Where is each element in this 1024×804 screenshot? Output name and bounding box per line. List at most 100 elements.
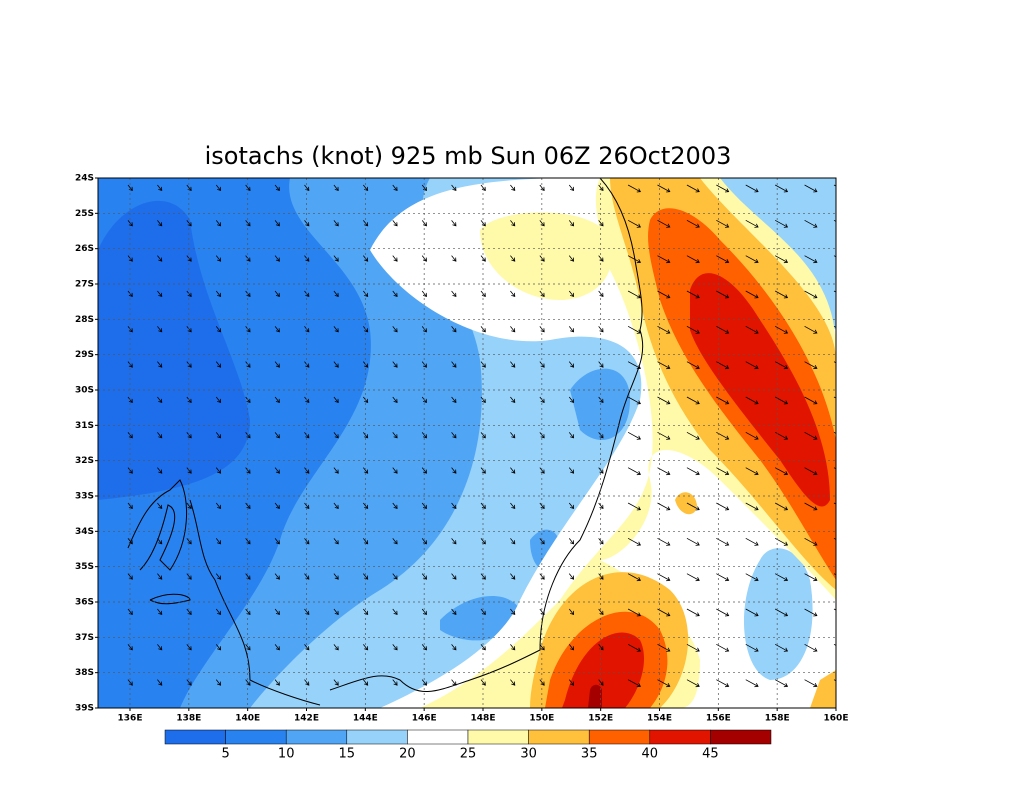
wind-arrow (392, 255, 398, 262)
wind-arrow (510, 538, 516, 545)
field-45 (588, 684, 602, 708)
wind-arrow (804, 361, 818, 370)
wind-arrow (716, 643, 730, 652)
wind-arrow (451, 255, 457, 262)
wind-arrow (215, 538, 222, 545)
wind-arrow (451, 290, 457, 298)
wind-arrow (274, 361, 280, 368)
wind-arrow (627, 608, 642, 617)
wind-arrow (274, 290, 280, 298)
wind-arrow (686, 431, 700, 440)
wind-arrow (657, 643, 671, 652)
wind-arrow (215, 502, 222, 510)
wind-arrow (716, 361, 730, 370)
grid (98, 178, 836, 708)
lat-label: 29S (75, 350, 94, 360)
wind-arrow (392, 538, 398, 545)
wind-arrow (451, 361, 457, 368)
wind-arrow (716, 255, 730, 264)
wind-arrow (539, 432, 545, 439)
wind-arrow (774, 608, 789, 617)
wind-arrow (480, 502, 486, 510)
wind-arrow (215, 326, 222, 333)
wind-arrow (363, 432, 369, 439)
wind-arrow (215, 432, 222, 439)
wind-arrow (627, 573, 642, 582)
wind-arrow (745, 361, 759, 370)
wind-arrow (774, 643, 789, 652)
wind-arrow (333, 326, 339, 333)
wind-arrow (451, 396, 457, 404)
wind-arrow (627, 467, 642, 476)
wind-arrow (510, 184, 516, 192)
wind-arrow (627, 219, 642, 228)
lon-label: 148E (471, 714, 496, 724)
lat-label: 28S (75, 315, 94, 325)
wind-arrow (568, 608, 575, 616)
wind-arrow (451, 608, 457, 616)
wind-arrow (480, 432, 486, 439)
wind-arrow (598, 432, 604, 439)
colorbar-label: 30 (520, 747, 537, 762)
wind-arrow (451, 220, 457, 227)
wind-arrow (568, 538, 575, 545)
lon-label: 142E (294, 714, 319, 724)
wind-arrow (568, 396, 575, 404)
field-5 (98, 200, 250, 500)
colorbar-label: 35 (581, 747, 598, 762)
wind-arrow (392, 220, 398, 227)
lat-label: 38S (75, 668, 94, 678)
wind-arrow (157, 538, 163, 545)
wind-arrow (568, 432, 575, 439)
wind-arrow (568, 326, 575, 333)
wind-arrow (657, 290, 671, 299)
wind-arrow (627, 396, 642, 405)
wind-arrow (157, 396, 163, 404)
colorbar-box (467, 729, 529, 745)
wind-arrow (451, 184, 457, 192)
lat-label: 25S (75, 209, 94, 219)
wind-arrow (451, 467, 457, 474)
wind-arrow (804, 467, 818, 476)
wind-arrow (127, 432, 133, 439)
wind-arrow (392, 573, 398, 580)
wind-arrow (333, 432, 339, 439)
lat-label: 34S (75, 527, 94, 537)
colorbar-box (649, 729, 711, 745)
lat-label: 26S (75, 244, 94, 254)
wind-vectors (127, 184, 836, 688)
wind-arrow (627, 431, 642, 440)
wind-arrow (333, 255, 339, 262)
wind-arrow (686, 502, 700, 511)
wind-arrow (745, 573, 759, 582)
lat-label: 24S (75, 174, 94, 184)
wind-arrow (157, 502, 163, 510)
field-15-east (743, 178, 836, 680)
wind-arrow (333, 608, 339, 616)
wind-arrow (716, 219, 730, 228)
wind-arrow (157, 361, 163, 368)
wind-arrow (510, 644, 516, 651)
wind-arrow (716, 290, 730, 299)
wind-arrow (804, 184, 818, 193)
lon-label: 154E (647, 714, 672, 724)
wind-arrow (568, 220, 575, 227)
wind-arrow (627, 537, 642, 546)
wind-arrow (392, 467, 398, 474)
lat-label: 33S (75, 492, 94, 502)
wind-arrow (510, 396, 516, 404)
wind-arrow (215, 644, 222, 651)
wind-arrow (333, 290, 339, 298)
wind-arrow (598, 502, 604, 510)
wind-arrow (745, 467, 759, 476)
wind-arrow (333, 467, 339, 474)
wind-arrow (421, 432, 427, 439)
wind-arrow (568, 502, 575, 510)
lat-label: 30S (75, 386, 94, 396)
wind-arrow (274, 644, 280, 651)
wind-arrow (333, 644, 339, 651)
wind-arrow (745, 255, 759, 264)
wind-arrow (686, 255, 700, 264)
wind-arrow (686, 643, 700, 652)
